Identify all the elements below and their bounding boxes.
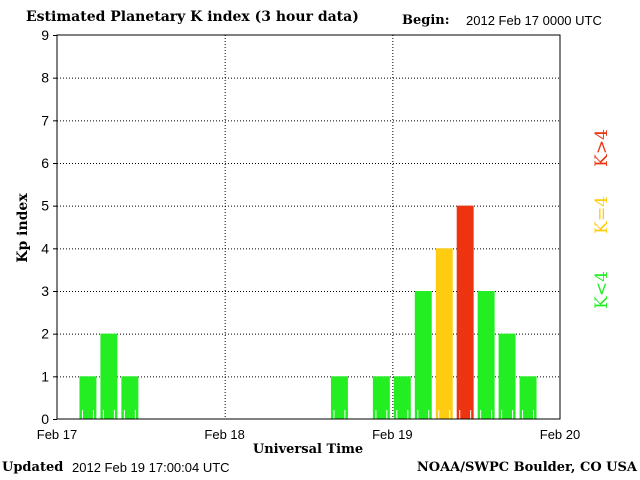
kp-bar bbox=[435, 248, 453, 419]
kp-bar bbox=[519, 376, 537, 419]
kp-bar bbox=[79, 376, 97, 419]
plot-frame bbox=[56, 34, 561, 420]
kp-bar bbox=[456, 205, 474, 419]
kp-bar bbox=[330, 376, 348, 419]
y-tick-label: 2 bbox=[41, 326, 49, 342]
kp-bar bbox=[414, 291, 432, 419]
kp-bar bbox=[477, 291, 495, 419]
legend-entry: K=4 bbox=[592, 196, 612, 234]
x-tick-label: Feb 18 bbox=[204, 427, 244, 442]
x-tick-label: Feb 17 bbox=[37, 427, 77, 442]
begin-label: Begin: bbox=[402, 13, 450, 28]
kp-bar bbox=[498, 333, 516, 419]
y-tick-label: 5 bbox=[41, 198, 49, 214]
y-tick-label: 6 bbox=[41, 155, 49, 171]
kp-bar bbox=[121, 376, 139, 419]
y-tick-label: 1 bbox=[41, 368, 49, 384]
updated-value: 2012 Feb 19 17:00:04 UTC bbox=[72, 460, 230, 475]
kp-bar bbox=[100, 333, 118, 419]
y-tick-label: 9 bbox=[41, 27, 49, 43]
grid-lines bbox=[57, 35, 560, 419]
y-tick-label: 3 bbox=[41, 283, 49, 299]
credit-line: NOAA/SWPC Boulder, CO USA bbox=[416, 460, 637, 475]
x-tick-label: Feb 19 bbox=[372, 427, 412, 442]
kp-bar bbox=[393, 376, 411, 419]
begin-value: 2012 Feb 17 0000 UTC bbox=[466, 13, 602, 28]
y-tick-label: 8 bbox=[41, 70, 49, 86]
y-tick-label: 0 bbox=[41, 411, 49, 427]
legend-entry: K>4 bbox=[592, 129, 612, 167]
updated-label: Updated bbox=[2, 460, 64, 475]
y-axis-label: Kp index bbox=[15, 193, 31, 263]
x-axis-label: Universal Time bbox=[253, 442, 363, 457]
y-tick-label: 4 bbox=[41, 240, 49, 256]
legend-entry: K<4 bbox=[592, 271, 612, 309]
bar-series bbox=[79, 205, 537, 419]
chart-title: Estimated Planetary K index (3 hour data… bbox=[26, 9, 359, 25]
axis-ticks: 0 1 2 3 4 5 6 7 8 9 Feb 17 Feb 18 Feb 19 Feb 20 bbox=[37, 27, 580, 442]
kp-bar bbox=[372, 376, 390, 419]
x-tick-label: Feb 20 bbox=[540, 427, 580, 442]
legend: K<4 K=4 K>4 bbox=[592, 129, 612, 309]
y-tick-label: 7 bbox=[41, 112, 49, 128]
